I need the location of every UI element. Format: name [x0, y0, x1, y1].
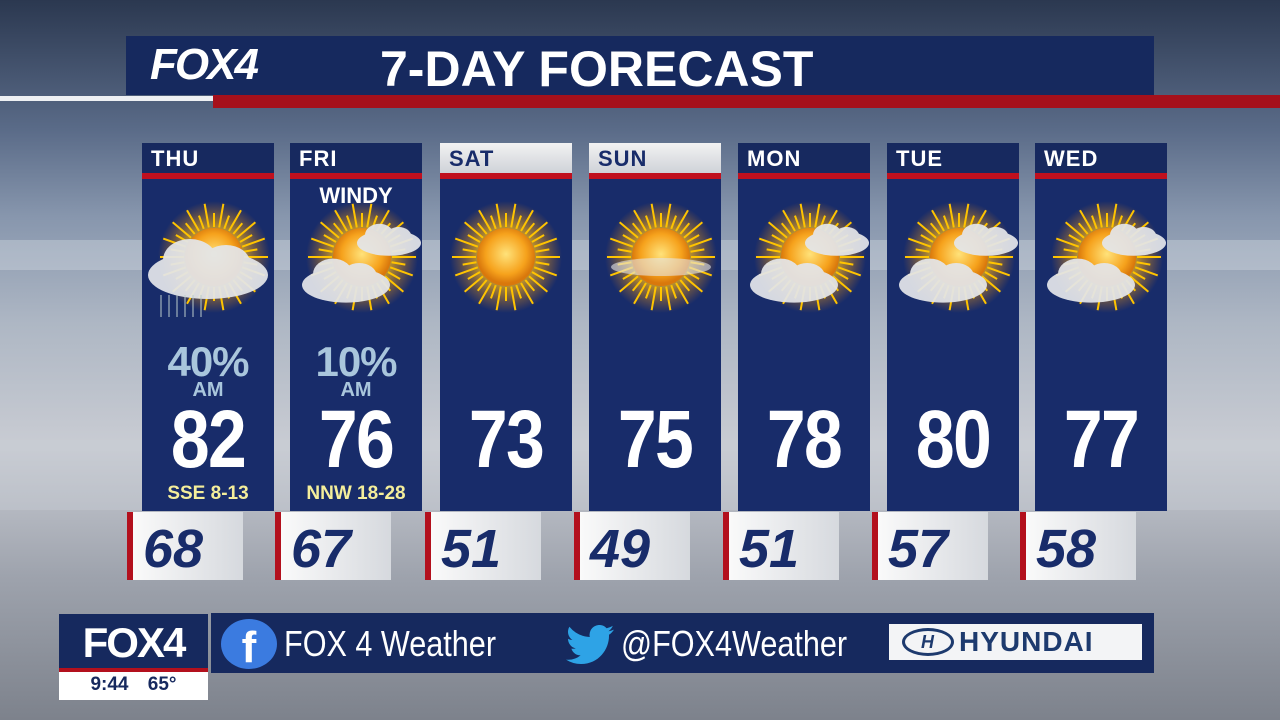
low-temp: 51: [739, 519, 800, 579]
social-bar: f FOX 4 Weather @FOX4Weather H HYUNDAI: [211, 613, 1154, 673]
precip-chance: 40%: [167, 338, 249, 385]
high-temp: 77: [1063, 394, 1140, 485]
clock-time: 9:44: [90, 674, 129, 695]
day-name: MON: [738, 143, 870, 173]
red-divider: [440, 173, 572, 179]
low-temp-box: 51: [723, 512, 839, 580]
red-divider: [887, 173, 1019, 179]
red-divider: [589, 173, 721, 179]
day-column-tue: TUE 80: [887, 143, 1019, 511]
day-column-sun: SUN 75: [589, 143, 721, 511]
white-divider: [0, 96, 213, 101]
wind-forecast: SSE 8-13: [167, 483, 249, 504]
hyundai-sponsor-logo: H HYUNDAI: [889, 624, 1142, 660]
fox4-logo: FOX4: [150, 40, 259, 89]
low-temp: 58: [1036, 519, 1097, 579]
red-divider: [1035, 173, 1167, 179]
high-temp: 80: [915, 394, 992, 485]
high-temp: 75: [617, 394, 694, 485]
low-temp-box: 49: [574, 512, 690, 580]
partly-cloudy-rain-icon: [148, 201, 270, 317]
day-column-wed: WED 77: [1035, 143, 1167, 511]
sunny-icon: [450, 201, 562, 313]
hyundai-emblem-icon: H: [902, 628, 954, 656]
current-temp: 65°: [147, 674, 177, 695]
mostly-sunny-icon: [605, 201, 717, 313]
low-temp: 49: [590, 519, 651, 579]
low-temp-box: 57: [872, 512, 988, 580]
low-temp-box: 67: [275, 512, 391, 580]
precip-time: AM: [192, 379, 224, 401]
low-temp: 51: [441, 519, 502, 579]
partly-cloudy-icon: [1047, 201, 1166, 313]
fox4-logo: FOX4: [59, 614, 208, 672]
facebook-handle: FOX 4 Weather: [284, 623, 497, 664]
high-temp: 76: [318, 394, 395, 485]
title-bar: [126, 36, 1154, 95]
red-divider: [213, 95, 1280, 108]
wind-forecast: NNW 18-28: [306, 483, 406, 504]
partly-cloudy-icon: [750, 201, 869, 313]
high-temp: 73: [468, 394, 545, 485]
partly-cloudy-icon: [302, 201, 421, 313]
twitter-icon: [566, 625, 614, 664]
low-temp: 68: [143, 519, 204, 579]
precip-chance: 10%: [315, 338, 397, 385]
day-name: TUE: [887, 143, 1019, 173]
low-temp-box: 58: [1020, 512, 1136, 580]
twitter-handle: @FOX4Weather: [621, 623, 848, 664]
day-name: SAT: [440, 143, 572, 173]
high-temp: 82: [170, 394, 247, 485]
day-column-sat: SAT 73: [440, 143, 572, 511]
day-column-fri: FRI WINDY 10% AM 76 NNW 18-28: [290, 143, 422, 511]
low-temp: 57: [888, 519, 949, 579]
page-title: 7-DAY FORECAST: [380, 41, 814, 97]
precip-time: AM: [340, 379, 372, 401]
day-name: FRI: [290, 143, 422, 173]
day-name: WED: [1035, 143, 1167, 173]
partly-cloudy-icon: [899, 201, 1018, 313]
red-divider: [142, 173, 274, 179]
day-column-thu: THU 40% AM 82 SSE 8-13: [142, 143, 274, 511]
day-column-mon: MON 78: [738, 143, 870, 511]
day-name: THU: [142, 143, 274, 173]
low-temp-box: 51: [425, 512, 541, 580]
red-divider: [738, 173, 870, 179]
sponsor-name: HYUNDAI: [959, 626, 1094, 657]
red-divider: [290, 173, 422, 179]
low-temp-box: 68: [127, 512, 243, 580]
low-temp: 67: [291, 519, 352, 579]
station-bug: FOX4 9:44 65°: [59, 614, 208, 700]
day-name: SUN: [589, 143, 721, 173]
high-temp: 78: [766, 394, 843, 485]
facebook-icon: f: [221, 619, 277, 672]
